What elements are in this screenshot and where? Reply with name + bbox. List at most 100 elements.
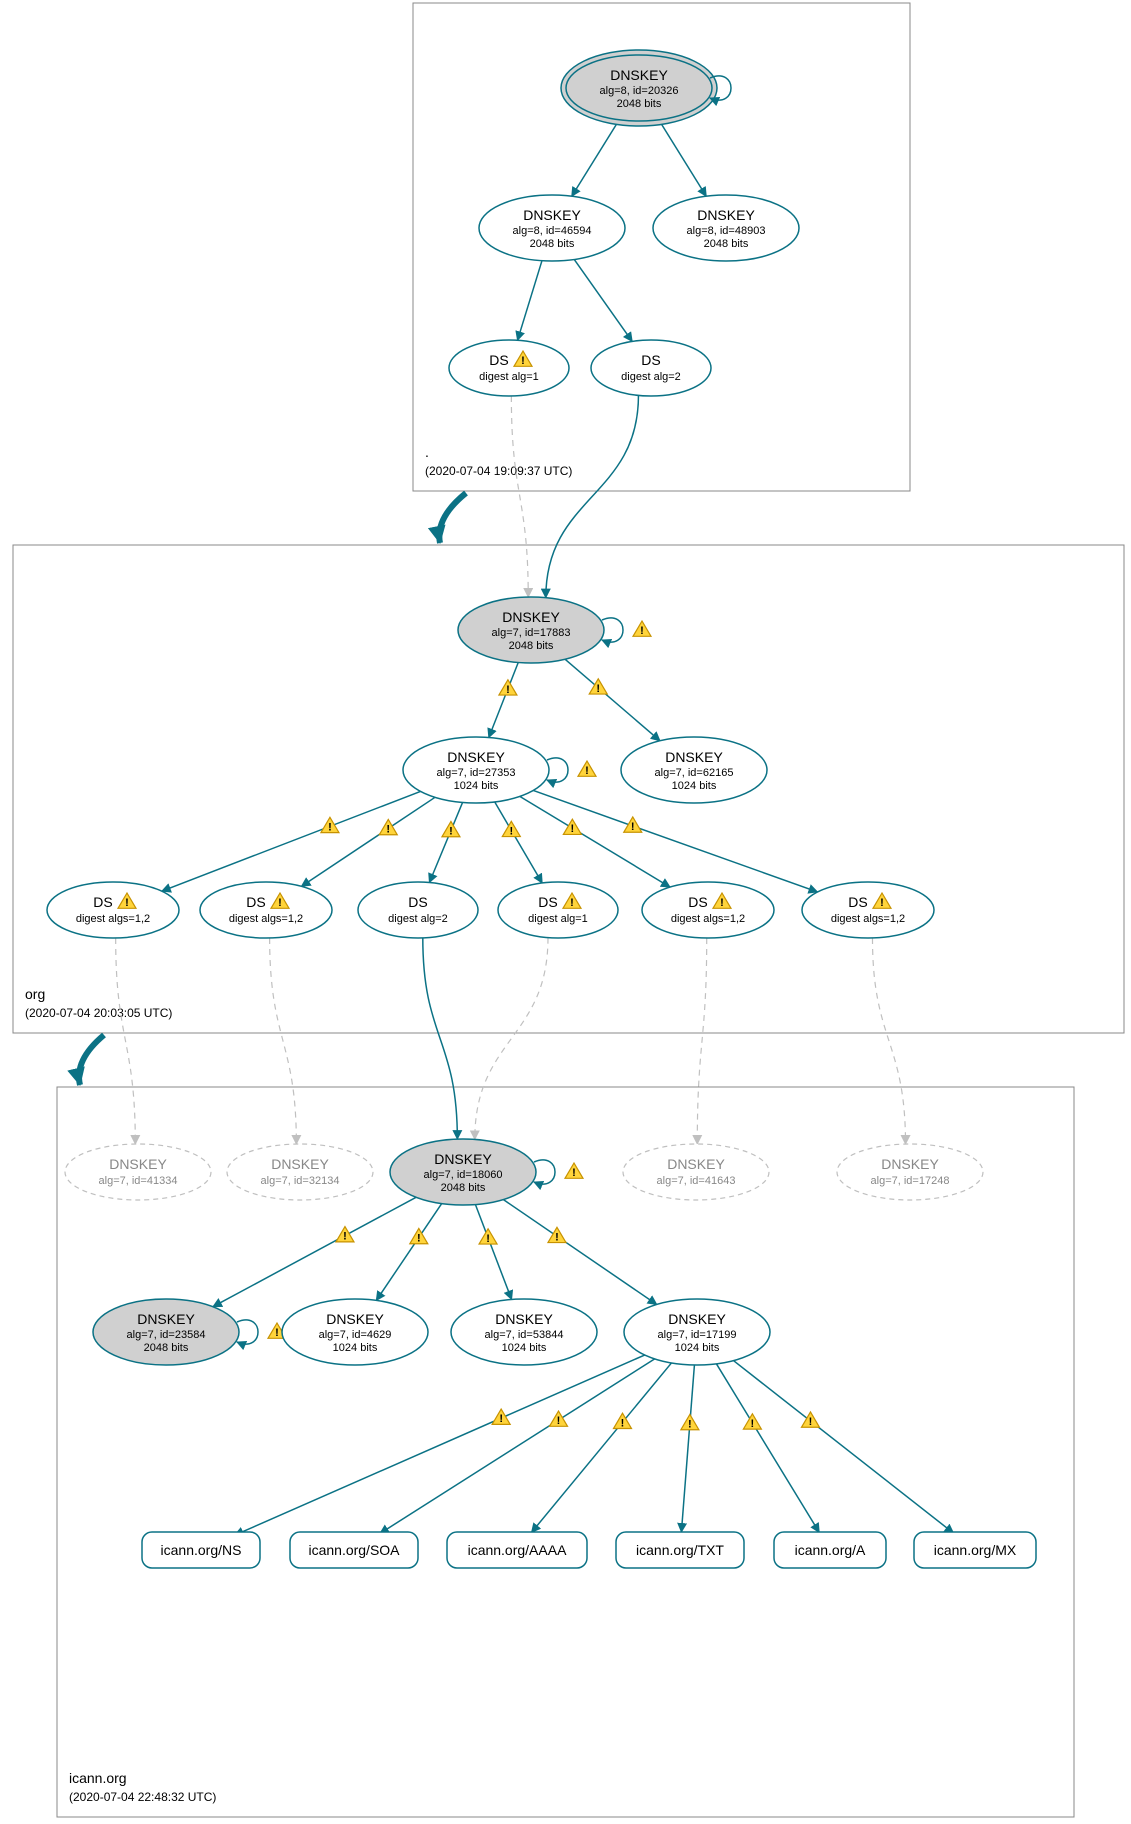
svg-text:!: ! <box>720 897 724 909</box>
edge <box>697 938 706 1144</box>
svg-text:org: org <box>25 986 45 1002</box>
svg-text:!: ! <box>596 683 600 695</box>
node-line3: 2048 bits <box>144 1342 189 1354</box>
node-line3: 1024 bits <box>333 1342 378 1354</box>
node-title: DNSKEY <box>271 1156 329 1172</box>
node-i_k18060: DNSKEYalg=7, id=180602048 bits! <box>390 1139 583 1205</box>
node-line2: alg=7, id=41643 <box>657 1175 736 1187</box>
svg-text:!: ! <box>880 897 884 909</box>
svg-text:!: ! <box>688 1418 692 1430</box>
node-i_k17199: DNSKEYalg=7, id=171991024 bits <box>624 1299 770 1365</box>
node-title: DNSKEY <box>326 1311 384 1327</box>
svg-text:!: ! <box>275 1327 279 1339</box>
node-title: DS <box>641 352 660 368</box>
node-line2: alg=8, id=46594 <box>513 225 592 237</box>
node-o_ds_d: DS! digest alg=1 <box>498 882 618 938</box>
edge <box>520 796 670 887</box>
node-title: icann.org/MX <box>934 1542 1017 1558</box>
node-title: DS <box>489 352 508 368</box>
node-title: DNSKEY <box>523 207 581 223</box>
svg-text:.: . <box>425 444 429 460</box>
node-line2: digest alg=1 <box>528 913 588 925</box>
edge <box>533 790 817 892</box>
self-loop <box>602 618 623 642</box>
node-o_k62165: DNSKEYalg=7, id=621651024 bits <box>621 737 767 803</box>
zone-arrow <box>439 493 466 543</box>
node-line3: 2048 bits <box>704 238 749 250</box>
edge <box>872 938 905 1144</box>
node-line2: alg=7, id=18060 <box>424 1169 503 1181</box>
svg-text:!: ! <box>572 1167 576 1179</box>
node-line2: digest alg=2 <box>621 371 681 383</box>
node-o_ds_f: DS!digest algs=1,2 <box>802 882 934 938</box>
svg-text:!: ! <box>557 1415 561 1427</box>
node-title: DNSKEY <box>665 749 723 765</box>
node-title: DNSKEY <box>109 1156 167 1172</box>
node-line2: digest alg=2 <box>388 913 448 925</box>
node-line2: alg=7, id=32134 <box>261 1175 340 1187</box>
node-line2: alg=8, id=48903 <box>687 225 766 237</box>
node-title: icann.org/SOA <box>308 1542 400 1558</box>
node-title: DNSKEY <box>697 207 755 223</box>
edge <box>495 802 542 883</box>
svg-text:!: ! <box>125 897 129 909</box>
node-title: DS <box>538 894 557 910</box>
node-i_rr_mx: icann.org/MX <box>914 1532 1036 1568</box>
node-i_rr_txt: icann.org/TXT <box>616 1532 744 1568</box>
node-title: DNSKEY <box>881 1156 939 1172</box>
node-title: DNSKEY <box>137 1311 195 1327</box>
edge <box>532 1363 672 1532</box>
edge <box>376 1204 441 1301</box>
svg-text:!: ! <box>509 825 513 837</box>
svg-text:(2020-07-04 19:09:37 UTC): (2020-07-04 19:09:37 UTC) <box>425 464 572 478</box>
node-r_k20326: DNSKEYalg=8, id=203262048 bits <box>561 50 731 126</box>
svg-text:!: ! <box>506 684 510 696</box>
node-i_rr_soa: icann.org/SOA <box>290 1532 418 1568</box>
node-r_k48903: DNSKEY alg=8, id=489032048 bits <box>653 195 799 261</box>
edge <box>380 1359 655 1534</box>
edge <box>511 396 528 597</box>
zone-arrow <box>79 1035 104 1085</box>
node-title: DNSKEY <box>668 1311 726 1327</box>
node-line2: digest algs=1,2 <box>831 913 905 925</box>
svg-text:!: ! <box>555 1231 559 1243</box>
node-title: DS <box>688 894 707 910</box>
svg-text:!: ! <box>521 355 525 367</box>
node-o_ds_b: DS!digest algs=1,2 <box>200 882 332 938</box>
node-title: icann.org/AAAA <box>468 1542 567 1558</box>
svg-text:!: ! <box>571 823 575 835</box>
edge <box>213 1197 416 1306</box>
node-title: icann.org/A <box>795 1542 866 1558</box>
node-line3: 1024 bits <box>502 1342 547 1354</box>
self-loop <box>237 1320 258 1344</box>
node-line2: digest alg=1 <box>479 371 539 383</box>
node-r_ds2: DS digest alg=2 <box>591 340 711 396</box>
svg-text:!: ! <box>570 897 574 909</box>
node-title: DS <box>93 894 112 910</box>
edge <box>681 1365 694 1532</box>
node-line2: digest algs=1,2 <box>671 913 745 925</box>
node-title: DNSKEY <box>502 609 560 625</box>
node-r_k46594: DNSKEYalg=8, id=465942048 bits <box>479 195 625 261</box>
edge <box>162 791 421 891</box>
node-title: DNSKEY <box>610 67 668 83</box>
edge <box>475 938 548 1140</box>
node-title: DS <box>246 894 265 910</box>
edge <box>572 120 620 196</box>
node-title: DS <box>408 894 427 910</box>
edge <box>301 797 435 886</box>
svg-text:!: ! <box>809 1416 813 1428</box>
svg-text:!: ! <box>343 1231 347 1243</box>
edge <box>270 938 297 1144</box>
node-o_ds_e: DS! digest algs=1,2 <box>642 882 774 938</box>
svg-text:(2020-07-04 22:48:32 UTC): (2020-07-04 22:48:32 UTC) <box>69 1790 216 1804</box>
node-title: DNSKEY <box>447 749 505 765</box>
node-line3: 2048 bits <box>441 1182 486 1194</box>
edge <box>574 259 632 341</box>
svg-text:!: ! <box>621 1417 625 1429</box>
node-i_rr_a: icann.org/A <box>774 1532 886 1568</box>
node-line3: 2048 bits <box>617 98 662 110</box>
self-loop <box>547 758 568 782</box>
node-line2: alg=7, id=4629 <box>319 1329 392 1341</box>
node-o_ds_c: DS digest alg=2 <box>358 882 478 938</box>
